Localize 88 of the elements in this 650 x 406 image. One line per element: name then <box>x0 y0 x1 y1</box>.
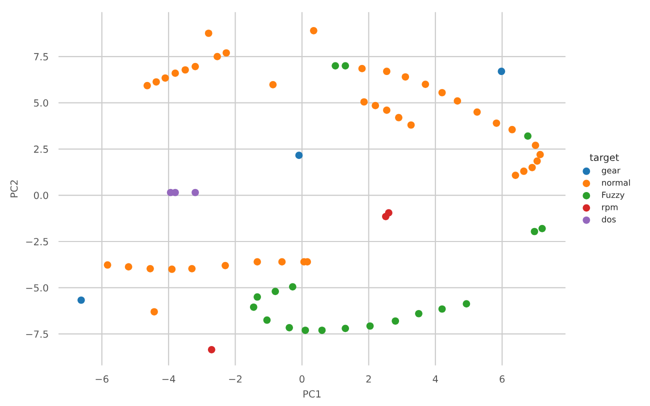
point <box>250 303 258 311</box>
x-tick-label: 6 <box>500 375 505 383</box>
y-tick-label: −5.0 <box>26 284 48 292</box>
point <box>286 324 293 332</box>
point <box>422 80 430 88</box>
point <box>172 70 179 77</box>
legend-label: gear <box>602 168 620 176</box>
point <box>302 326 310 334</box>
point <box>152 78 160 86</box>
x-tick-label: 4 <box>432 375 438 383</box>
point <box>392 317 400 325</box>
y-tick-label: 0.0 <box>34 192 48 200</box>
point <box>272 288 279 296</box>
point <box>263 316 271 324</box>
point <box>222 262 229 270</box>
point <box>407 121 415 129</box>
point <box>144 82 151 90</box>
point <box>214 52 221 60</box>
legend-title: target <box>590 154 619 163</box>
point <box>532 142 540 150</box>
point <box>146 265 154 272</box>
point <box>498 68 506 76</box>
point <box>385 209 392 217</box>
point <box>372 102 380 110</box>
point <box>360 98 368 106</box>
point <box>383 106 390 114</box>
point <box>366 322 374 330</box>
point <box>538 224 546 232</box>
point <box>415 310 422 318</box>
point <box>208 346 216 354</box>
x-tick-label: −4 <box>162 375 176 383</box>
point <box>278 258 286 266</box>
point <box>254 258 261 266</box>
point <box>528 164 536 172</box>
y-tick-label: 5.0 <box>34 99 48 107</box>
point <box>395 114 402 122</box>
point <box>454 97 462 105</box>
point <box>533 157 541 165</box>
point <box>342 62 350 70</box>
point <box>222 49 230 57</box>
point <box>254 293 261 301</box>
point <box>383 68 390 76</box>
point <box>162 74 169 82</box>
point <box>402 73 410 81</box>
point <box>462 300 470 308</box>
x-axis-title: PC1 <box>304 390 321 398</box>
legend-label: dos <box>602 216 616 222</box>
point <box>536 150 544 158</box>
point <box>520 168 528 175</box>
point <box>342 324 350 332</box>
y-tick-label: 2.5 <box>34 146 48 153</box>
point <box>438 88 446 96</box>
x-tick-label: 2 <box>366 375 371 383</box>
point <box>172 188 179 196</box>
point <box>150 308 158 316</box>
point <box>512 172 520 179</box>
point <box>332 62 340 70</box>
point <box>182 66 189 74</box>
point <box>124 263 132 271</box>
y-tick-label: −7.5 <box>26 330 48 338</box>
point <box>192 188 199 196</box>
x-tick-label: 0 <box>300 375 304 383</box>
point <box>310 27 318 34</box>
point <box>508 126 516 134</box>
x-tick-label: −6 <box>96 375 108 383</box>
point <box>168 266 176 273</box>
point <box>104 261 112 269</box>
point <box>295 152 303 159</box>
y-tick-label: −2.5 <box>26 238 48 246</box>
point <box>288 283 296 290</box>
point <box>192 62 199 70</box>
point <box>492 119 500 127</box>
legend-label: normal <box>602 179 630 186</box>
point <box>188 265 196 272</box>
point <box>78 296 85 304</box>
y-tick-label: 7.5 <box>34 53 48 60</box>
point <box>530 228 538 236</box>
legend-label: Fuzzy <box>602 192 624 200</box>
x-tick-label: −2 <box>229 375 242 383</box>
legend-label: rpm <box>602 205 618 212</box>
point <box>269 81 277 88</box>
point <box>204 30 212 37</box>
y-axis-title: PC2 <box>10 180 18 198</box>
point <box>438 305 446 313</box>
point <box>358 64 366 72</box>
point <box>524 132 532 140</box>
point <box>473 108 481 116</box>
point <box>318 326 326 334</box>
